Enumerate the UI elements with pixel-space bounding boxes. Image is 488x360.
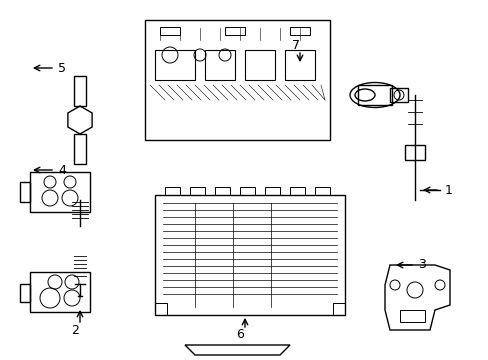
Text: 4: 4: [58, 163, 66, 176]
Bar: [155, 195, 345, 315]
Bar: [357, 85, 391, 105]
Text: 6: 6: [236, 328, 244, 342]
Bar: [314, 187, 329, 195]
Bar: [289, 27, 309, 35]
Text: 2: 2: [71, 324, 79, 337]
Bar: [285, 50, 314, 80]
Bar: [164, 187, 180, 195]
Text: 3: 3: [417, 258, 425, 271]
Bar: [404, 145, 424, 160]
Bar: [224, 27, 244, 35]
Bar: [289, 187, 305, 195]
Bar: [74, 134, 86, 164]
Bar: [240, 187, 254, 195]
Bar: [145, 20, 329, 140]
Text: 7: 7: [291, 39, 299, 51]
Bar: [215, 187, 229, 195]
Bar: [20, 284, 30, 302]
Bar: [244, 50, 274, 80]
Text: 5: 5: [58, 62, 66, 75]
Bar: [155, 50, 195, 80]
Bar: [204, 50, 235, 80]
Bar: [20, 182, 30, 202]
Bar: [155, 303, 167, 315]
Text: 1: 1: [444, 184, 452, 197]
Bar: [160, 27, 180, 35]
Bar: [332, 303, 345, 315]
Bar: [264, 187, 280, 195]
Bar: [190, 187, 204, 195]
Bar: [74, 76, 86, 106]
Bar: [389, 88, 407, 102]
